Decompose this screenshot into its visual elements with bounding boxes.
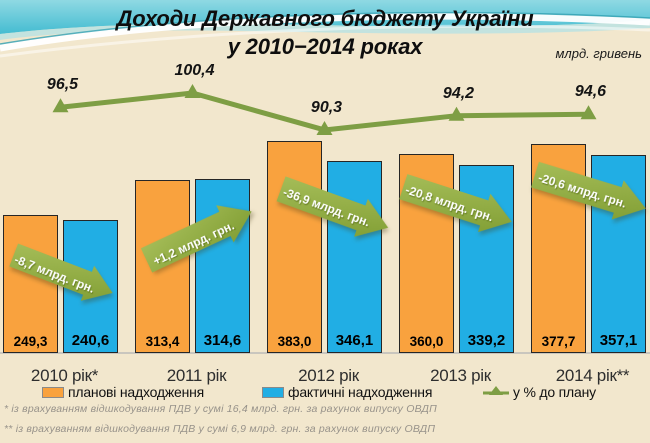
x-axis-line	[0, 352, 650, 354]
bar-value-plan-2013: 360,0	[409, 334, 444, 349]
bar-value-fact-2011: 314,6	[203, 332, 242, 349]
legend-item-plan: планові надходження	[42, 384, 204, 400]
title-line-1: Доходи Державного бюджету України	[116, 6, 534, 31]
legend-label-percent: у % до плану	[513, 384, 596, 400]
arrow-shape-icon	[531, 161, 646, 220]
bar-value-fact-2012: 346,1	[335, 332, 374, 349]
percent-marker-2011	[184, 84, 201, 98]
legend-item-percent: у % до плану	[483, 384, 596, 400]
bar-value-plan-2012: 383,0	[277, 334, 312, 349]
annotation-arrow-2012: -36,9 млрд. грн.	[273, 170, 395, 250]
percent-marker-2014	[580, 105, 597, 120]
line-marker-icon	[483, 386, 509, 395]
category-label-2013: 2013 рік	[430, 366, 491, 385]
arrow-shape-icon	[140, 205, 252, 273]
percent-value-2013: 94,2	[442, 84, 475, 102]
arrow-shape-icon	[399, 174, 512, 233]
bar-value-plan-2011: 313,4	[145, 334, 180, 349]
plan-color-swatch	[42, 386, 64, 398]
bar-value-fact-2010: 240,6	[71, 332, 110, 349]
bar-plan-2010: 249,3	[3, 215, 58, 353]
percent-marker-2012	[316, 120, 333, 135]
chart-title: Доходи Державного бюджету України у 2010…	[0, 5, 650, 61]
footnote-1: * із врахуванням відшкодування ПДВ у сум…	[4, 403, 437, 415]
bar-value-fact-2013: 339,2	[467, 332, 506, 349]
bar-value-plan-2010: 249,3	[13, 334, 48, 349]
category-label-2014: 2014 рік**	[555, 366, 630, 385]
annotation-arrow-2014: -20,6 млрд. грн.	[528, 155, 650, 231]
legend-item-fact: фактичні надходження	[262, 384, 432, 400]
arrow-shape-icon	[9, 243, 113, 301]
category-label-2010: 2010 рік*	[30, 366, 99, 385]
legend-label-fact: фактичні надходження	[288, 384, 433, 400]
legend-label-plan: планові надходження	[68, 384, 205, 400]
bar-value-plan-2014: 377,7	[541, 334, 576, 349]
percent-value-2011: 100,4	[174, 62, 215, 79]
footnote-2: ** із врахуванням відшкодування ПДВ у су…	[4, 423, 436, 435]
percent-value-2012: 90,3	[310, 98, 343, 116]
category-label-2012: 2012 рік	[298, 366, 359, 385]
percent-value-2010: 96,5	[46, 76, 79, 94]
annotation-arrow-2011: +1,2 млрд. грн.	[138, 193, 264, 287]
category-label-2011: 2011 рік	[166, 366, 227, 385]
percent-marker-2013	[448, 106, 465, 121]
percent-marker-2010	[52, 98, 69, 113]
bar-plan-2012: 383,0	[267, 141, 322, 353]
title-line-2: у 2010−2014 роках	[227, 34, 423, 59]
annotation-arrow-2013: -20,8 млрд. грн.	[396, 167, 518, 244]
arrow-shape-icon	[276, 176, 389, 237]
percent-value-2014: 94,6	[574, 83, 607, 101]
bar-fact-2012: 346,1	[327, 161, 382, 353]
bar-value-fact-2014: 357,1	[599, 332, 638, 349]
axis-unit-label: млрд. гривень	[555, 46, 642, 61]
fact-color-swatch	[262, 386, 284, 398]
annotation-arrow-2010: -8,7 млрд. грн.	[5, 237, 120, 316]
